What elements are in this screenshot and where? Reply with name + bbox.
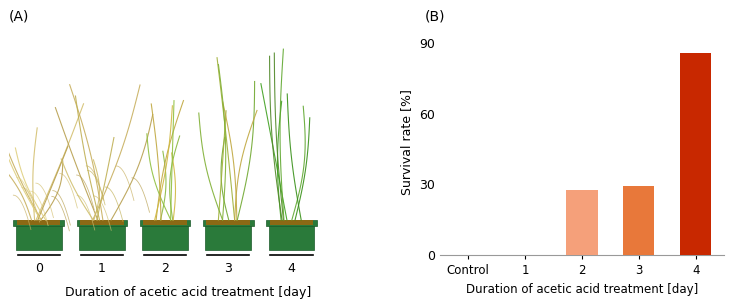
Text: 4: 4 [287,262,296,275]
Bar [623,186,655,255]
Text: 5 cm: 5 cm [27,70,53,80]
Text: 1: 1 [98,262,106,275]
FancyBboxPatch shape [77,220,127,226]
FancyBboxPatch shape [140,220,191,226]
Bar [566,190,598,255]
FancyBboxPatch shape [205,222,251,250]
FancyBboxPatch shape [269,222,314,250]
FancyBboxPatch shape [142,222,188,250]
Text: 3: 3 [225,262,232,275]
FancyBboxPatch shape [206,220,250,226]
Text: 2: 2 [161,262,169,275]
FancyBboxPatch shape [79,222,125,250]
Y-axis label: Survival rate [%]: Survival rate [%] [401,89,413,195]
FancyBboxPatch shape [80,220,123,226]
Text: 0: 0 [35,262,43,275]
Text: (B): (B) [425,9,446,23]
FancyBboxPatch shape [16,222,61,250]
FancyBboxPatch shape [17,220,61,226]
Text: Duration of acetic acid treatment [day]: Duration of acetic acid treatment [day] [65,286,312,299]
FancyBboxPatch shape [203,220,253,226]
Bar [680,53,712,255]
X-axis label: Duration of acetic acid treatment [day]: Duration of acetic acid treatment [day] [466,283,698,296]
FancyBboxPatch shape [143,220,187,226]
FancyBboxPatch shape [270,220,313,226]
FancyBboxPatch shape [266,220,317,226]
Text: (A): (A) [9,9,30,23]
FancyBboxPatch shape [13,220,64,226]
